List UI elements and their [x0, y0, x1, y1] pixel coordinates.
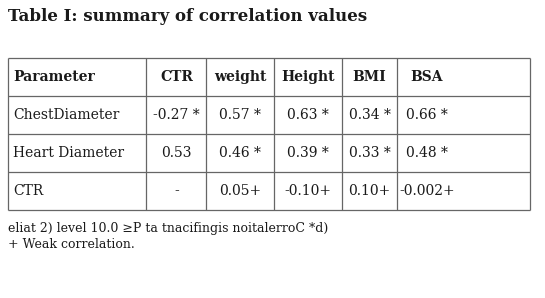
Text: CTR: CTR	[160, 70, 193, 84]
Text: Table I: summary of correlation values: Table I: summary of correlation values	[8, 8, 367, 25]
Text: 0.39 *: 0.39 *	[287, 146, 329, 160]
Text: Heart Diameter: Heart Diameter	[13, 146, 124, 160]
Text: 0.05+: 0.05+	[219, 184, 262, 198]
Text: + Weak correlation.: + Weak correlation.	[8, 238, 135, 251]
Text: Parameter: Parameter	[13, 70, 95, 84]
Text: 0.33 *: 0.33 *	[349, 146, 390, 160]
Text: BSA: BSA	[410, 70, 443, 84]
Text: 0.63 *: 0.63 *	[287, 108, 329, 122]
Text: 0.53: 0.53	[161, 146, 192, 160]
Text: weight: weight	[214, 70, 267, 84]
Text: -0.002+: -0.002+	[399, 184, 455, 198]
Text: 0.34 *: 0.34 *	[349, 108, 390, 122]
Text: BMI: BMI	[353, 70, 386, 84]
Text: ChestDiameter: ChestDiameter	[13, 108, 119, 122]
Text: 0.46 *: 0.46 *	[219, 146, 261, 160]
Text: Height: Height	[281, 70, 335, 84]
Text: 0.10+: 0.10+	[348, 184, 391, 198]
Text: 0.48 *: 0.48 *	[406, 146, 448, 160]
Text: 0.66 *: 0.66 *	[406, 108, 448, 122]
Text: -0.27 *: -0.27 *	[153, 108, 199, 122]
Text: -0.10+: -0.10+	[284, 184, 332, 198]
Text: -: -	[174, 184, 179, 198]
Text: eliat 2) level 10.0 ≥P ta tnacifingis noitalerroC *d): eliat 2) level 10.0 ≥P ta tnacifingis no…	[8, 222, 328, 235]
Text: CTR: CTR	[13, 184, 43, 198]
Text: 0.57 *: 0.57 *	[219, 108, 261, 122]
